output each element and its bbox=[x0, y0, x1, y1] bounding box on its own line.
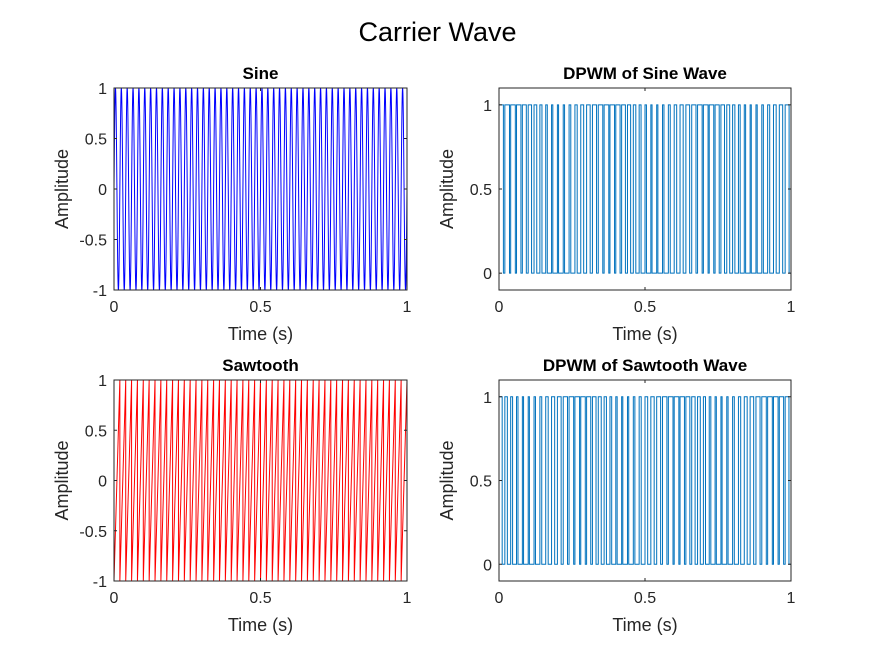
x-tick-label: 1 bbox=[403, 299, 412, 316]
y-tick-label: 1 bbox=[483, 98, 492, 115]
y-axis-label: Amplitude bbox=[437, 149, 457, 229]
x-tick-label: 0 bbox=[495, 590, 504, 607]
x-tick-label: 0.5 bbox=[634, 590, 656, 607]
y-tick-label: 0.5 bbox=[85, 132, 107, 149]
figure-title: Carrier Wave bbox=[358, 17, 516, 47]
y-tick-label: 0 bbox=[98, 474, 107, 491]
y-tick-label: 1 bbox=[98, 81, 107, 98]
subplot-2: DPWM of Sine Wave 0 0.5 1 0 0.5 1 Time (s) Ampli… bbox=[437, 64, 796, 344]
y-axis-label: Amplitude bbox=[52, 149, 72, 229]
x-axis-label: Time (s) bbox=[612, 615, 677, 635]
y-tick-label: -1 bbox=[93, 283, 107, 300]
x-tick-label: 0.5 bbox=[249, 590, 271, 607]
x-axis-label: Time (s) bbox=[612, 324, 677, 344]
x-tick-label: 1 bbox=[403, 590, 412, 607]
y-tick-label: 1 bbox=[483, 390, 492, 407]
x-axis-label: Time (s) bbox=[228, 324, 293, 344]
y-tick-label: 0 bbox=[483, 266, 492, 283]
x-tick-label: 1 bbox=[787, 299, 796, 316]
x-axis-label: Time (s) bbox=[228, 615, 293, 635]
y-tick-label: 0 bbox=[483, 557, 492, 574]
y-tick-label: 0.5 bbox=[470, 182, 492, 199]
y-axis-label: Amplitude bbox=[437, 440, 457, 520]
subplot-4: DPWM of Sawtooth Wave 0 0.5 1 0 0.5 1 Time (s) A… bbox=[437, 356, 796, 635]
subplot-title: Sine bbox=[243, 64, 279, 83]
y-tick-label: 0.5 bbox=[470, 474, 492, 491]
subplot-title: DPWM of Sine Wave bbox=[563, 64, 727, 83]
y-tick-label: 1 bbox=[98, 373, 107, 390]
subplot-title: Sawtooth bbox=[222, 356, 299, 375]
y-tick-label: -0.5 bbox=[79, 233, 107, 250]
y-tick-label: 0 bbox=[98, 182, 107, 199]
x-tick-label: 1 bbox=[787, 590, 796, 607]
series-line-pwm bbox=[499, 104, 791, 274]
x-tick-label: 0.5 bbox=[249, 299, 271, 316]
y-tick-label: -0.5 bbox=[79, 524, 107, 541]
subplot-3: Sawtooth -1 -0.5 0 0.5 1 0 0.5 1 Time (s) Amplitud… bbox=[52, 356, 412, 635]
y-tick-label: -1 bbox=[93, 574, 107, 591]
x-tick-label: 0 bbox=[110, 299, 119, 316]
subplot-1: Sine -1 -0.5 0 0.5 1 0 0.5 1 Time (s) Amplitude bbox=[52, 64, 412, 344]
series-line-sine bbox=[114, 87, 407, 291]
y-axis-label: Amplitude bbox=[52, 440, 72, 520]
x-tick-label: 0.5 bbox=[634, 299, 656, 316]
series-line-sawtooth bbox=[114, 379, 407, 582]
subplot-title: DPWM of Sawtooth Wave bbox=[543, 356, 747, 375]
series-line-pwm bbox=[499, 396, 791, 565]
y-tick-label: 0.5 bbox=[85, 423, 107, 440]
x-tick-label: 0 bbox=[495, 299, 504, 316]
x-tick-label: 0 bbox=[110, 590, 119, 607]
